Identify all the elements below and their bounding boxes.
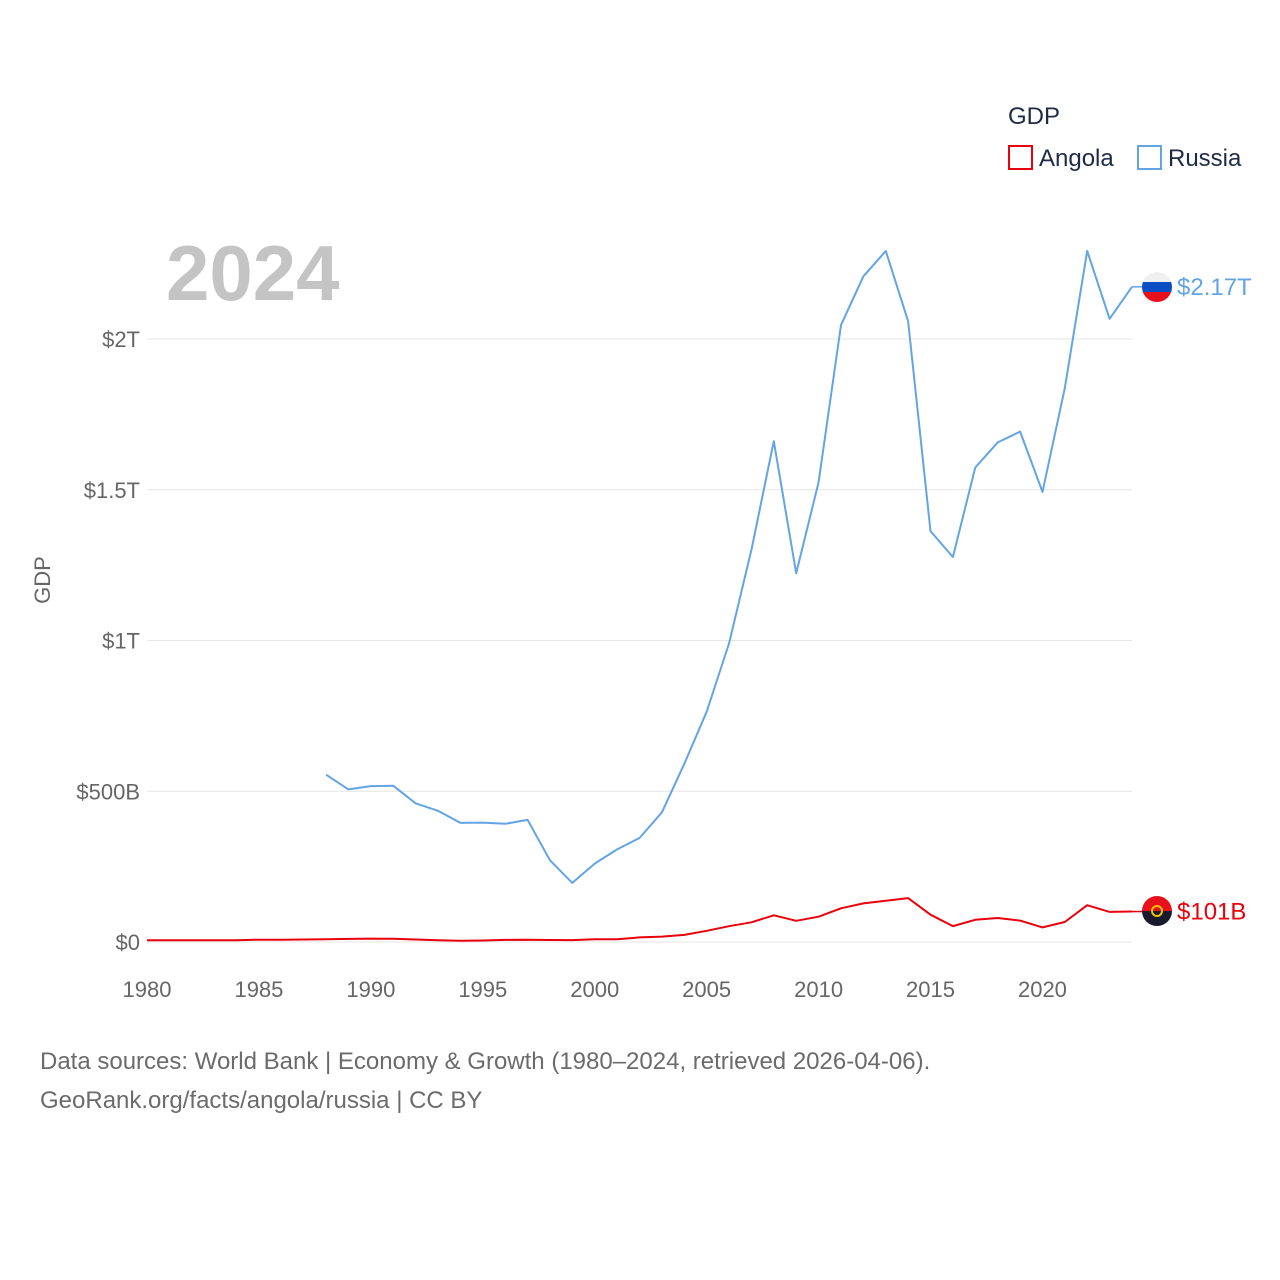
gridlines [147,338,1132,943]
legend-swatch-russia [1137,145,1162,170]
russia-flag-icon [1142,272,1172,302]
legend-label-angola: Angola [1039,145,1114,172]
x-tick-label: 1995 [458,977,507,1002]
series-line-russia [325,250,1133,884]
footer-source: Data sources: World Bank | Economy & Gro… [40,1048,930,1075]
legend-title: GDP [1008,103,1060,130]
end-label-angola: $101B [1177,899,1246,926]
y-axis-label: GDP [30,556,55,604]
end-label-russia: $2.17T [1177,274,1252,301]
x-axis-ticks: 1980 1985 1990 1995 2000 2005 2010 2015 2020 [123,977,1067,1002]
x-tick-label: 2020 [1018,977,1067,1002]
y-tick-label: $500B [76,779,140,804]
series-line-angola [146,897,1133,942]
x-tick-label: 2005 [682,977,731,1002]
legend-swatch-angola [1008,145,1033,170]
y-tick-label: $1T [102,629,140,654]
legend-item-russia[interactable]: Russia [1137,145,1242,172]
legend-item-angola[interactable]: Angola [1008,145,1114,172]
y-tick-label: $2T [102,327,140,352]
angola-flag-icon [1142,896,1172,926]
end-labels: $101B $2.17T [1177,274,1252,926]
y-tick-label: $1.5T [84,478,140,503]
y-tick-label: $0 [116,930,140,955]
series-lines [146,250,1145,942]
x-tick-label: 1985 [234,977,283,1002]
legend-label-russia: Russia [1168,145,1242,172]
x-tick-label: 2010 [794,977,843,1002]
x-tick-label: 2015 [906,977,955,1002]
x-tick-label: 2000 [570,977,619,1002]
y-axis-ticks: $0 $500B $1T $1.5T $2T [76,327,140,955]
legend[interactable]: GDP Angola Russia [1008,103,1242,172]
x-tick-label: 1980 [123,977,172,1002]
footer-credit: GeoRank.org/facts/angola/russia | CC BY [40,1087,482,1114]
x-tick-label: 1990 [346,977,395,1002]
year-label: 2024 [166,229,340,317]
